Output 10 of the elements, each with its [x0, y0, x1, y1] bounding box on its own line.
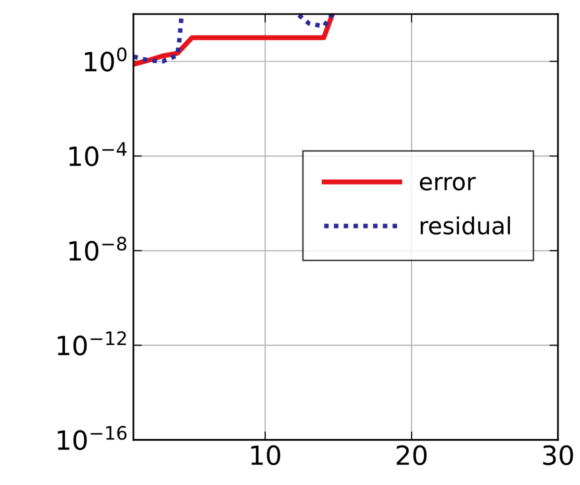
legend-label: error — [420, 176, 476, 190]
x-tick-label: 20 — [396, 445, 427, 466]
y-tick-label: 10$^{−16}$ — [58, 426, 127, 450]
y-tick-label: 10$^{−12}$ — [58, 331, 126, 356]
x-tick-label: 30 — [543, 445, 573, 466]
y-tick-label: 10$^{−8}$ — [69, 236, 126, 261]
legend-label: residual — [420, 216, 510, 235]
y-tick-label: 10$^{−4}$ — [69, 142, 127, 166]
y-tick-label: 10$^{0}$ — [84, 47, 126, 72]
x-tick-label: 10 — [251, 445, 280, 466]
